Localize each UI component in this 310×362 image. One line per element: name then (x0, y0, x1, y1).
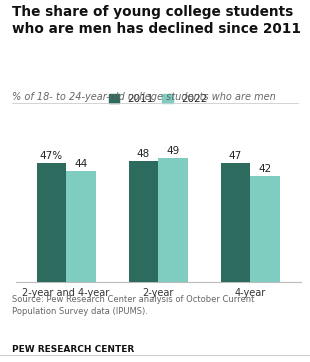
Text: The share of young college students
who are men has declined since 2011: The share of young college students who … (12, 5, 301, 36)
Bar (66, 171, 95, 282)
Bar (129, 161, 158, 282)
Text: 49: 49 (166, 146, 179, 156)
Bar (250, 176, 280, 282)
Text: % of 18- to 24-year-old college students who are men: % of 18- to 24-year-old college students… (12, 92, 276, 102)
Legend: 2011, 2022: 2011, 2022 (105, 90, 211, 108)
Text: PEW RESEARCH CENTER: PEW RESEARCH CENTER (12, 345, 135, 354)
Text: 47%: 47% (40, 151, 63, 161)
Text: 42: 42 (258, 164, 272, 174)
Bar (37, 163, 66, 282)
Bar (221, 163, 250, 282)
Text: 44: 44 (74, 159, 87, 169)
Text: Source: Pew Research Center analysis of October Current
Population Survey data (: Source: Pew Research Center analysis of … (12, 295, 255, 316)
Bar (158, 158, 188, 282)
Text: 47: 47 (229, 151, 242, 161)
Text: 48: 48 (137, 149, 150, 159)
